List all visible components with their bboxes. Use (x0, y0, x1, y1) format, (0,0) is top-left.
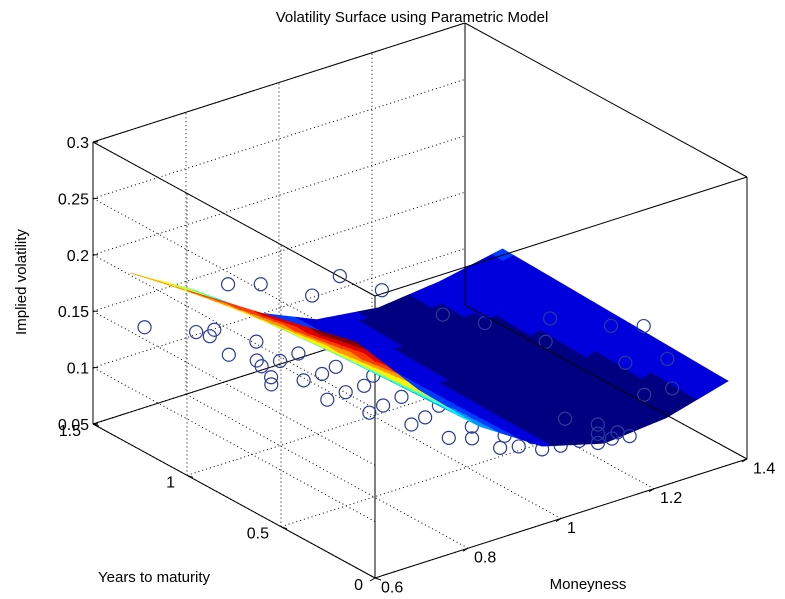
axes-box-edge (92, 22, 466, 143)
y-tick-label: 1 (166, 474, 175, 491)
data-point-marker (542, 311, 558, 326)
x-tick-label: 1 (567, 520, 576, 537)
data-point-marker (264, 370, 279, 385)
z-tick-label: 0.15 (58, 304, 89, 321)
x-tick-mark (462, 547, 469, 552)
side-wall-gridline (92, 310, 376, 466)
data-point-marker (557, 411, 573, 426)
x-tick-mark (555, 518, 562, 522)
data-point-marker (254, 359, 269, 374)
x-axis-label: Moneyness (550, 576, 627, 593)
floor-gridline (278, 364, 562, 519)
axes-box-edge (92, 423, 376, 579)
data-point-marker (636, 318, 651, 334)
y-tick-mark (280, 526, 288, 530)
data-point-marker (435, 307, 450, 322)
data-point-marker (590, 435, 606, 451)
data-point-marker (603, 318, 619, 333)
data-point-marker (637, 387, 652, 402)
y-tick-label: 0 (354, 577, 363, 594)
y-tick-label: 0.5 (247, 526, 269, 543)
data-point-marker (404, 417, 419, 432)
x-tick-label: 0.8 (474, 550, 496, 567)
data-point-marker (296, 373, 311, 388)
floor-gridline (185, 393, 469, 549)
data-point-marker (511, 439, 526, 454)
axis-ticks: 0.6 0.8 1 1.2 1.4 0 0.5 1 1.50.05 0.1 0.15 0.2 0.25 0… (58, 135, 775, 596)
data-point-marker (207, 322, 222, 337)
data-point-marker (418, 410, 433, 425)
data-point-marker (137, 320, 152, 335)
data-point-marker (320, 392, 335, 407)
x-tick-mark (741, 458, 748, 463)
data-point-marker (357, 378, 372, 393)
data-point-marker (249, 353, 264, 368)
data-point-marker (665, 381, 680, 396)
data-point-marker (376, 398, 391, 413)
data-point-marker (338, 385, 353, 400)
axes-box-edge (464, 22, 748, 178)
data-point-marker (253, 277, 268, 292)
data-point-marker (314, 366, 330, 382)
data-point-marker (249, 334, 264, 349)
x-tick-mark (648, 488, 655, 493)
back-wall-gridline (92, 78, 466, 199)
data-point-marker (291, 346, 306, 361)
x-tick-label: 1.2 (660, 490, 682, 507)
z-tick-label: 0.3 (67, 135, 89, 152)
axes-box-edge (464, 304, 748, 460)
data-point-marker (220, 277, 236, 292)
z-axis-label: Implied volatility (13, 229, 30, 335)
side-wall-gridline (92, 367, 376, 523)
side-wall-gridline (92, 197, 376, 353)
data-point-marker (538, 334, 553, 349)
surface (130, 248, 729, 447)
x-tick-label: 0.6 (381, 579, 403, 596)
data-point-marker (590, 426, 606, 441)
y-tick-mark (186, 474, 194, 478)
data-point-marker (305, 288, 320, 303)
data-point-marker (362, 405, 377, 420)
data-point-marker (221, 347, 236, 362)
data-point-marker (493, 440, 508, 455)
x-tick-mark (369, 577, 376, 582)
data-point-marker (272, 353, 288, 369)
y-tick-mark (374, 577, 382, 581)
side-wall-gridline (92, 254, 376, 410)
data-point-marker (477, 315, 492, 331)
y-axis-label: Years to maturity (98, 569, 210, 586)
axes-box-edge (92, 141, 376, 297)
data-point-marker (464, 431, 480, 446)
data-point-marker (441, 430, 456, 445)
data-point-marker (590, 417, 605, 432)
data-point-marker (660, 351, 675, 367)
data-point-marker (618, 355, 633, 370)
z-tick-label: 0.05 (58, 417, 89, 434)
x-tick-label: 1.4 (753, 460, 775, 477)
data-point-marker (332, 268, 347, 284)
data-point-marker (328, 359, 343, 374)
data-point-marker (374, 283, 389, 298)
scatter-markers-front (220, 268, 680, 451)
surface-patch (705, 374, 729, 388)
axes-box-front (374, 22, 748, 579)
z-tick-label: 0.1 (67, 361, 89, 378)
data-point-marker (394, 389, 409, 405)
z-tick-label: 0.2 (67, 248, 89, 265)
back-wall-gridline (92, 135, 466, 256)
z-tick-label: 0.25 (58, 191, 89, 208)
axes-box-edge (374, 176, 748, 297)
data-point-marker (189, 324, 204, 340)
chart-title: Volatility Surface using Parametric Mode… (276, 9, 549, 26)
y-tick-label: 1.5 (59, 423, 81, 440)
data-point-marker (264, 377, 279, 392)
data-point-marker (622, 429, 637, 444)
